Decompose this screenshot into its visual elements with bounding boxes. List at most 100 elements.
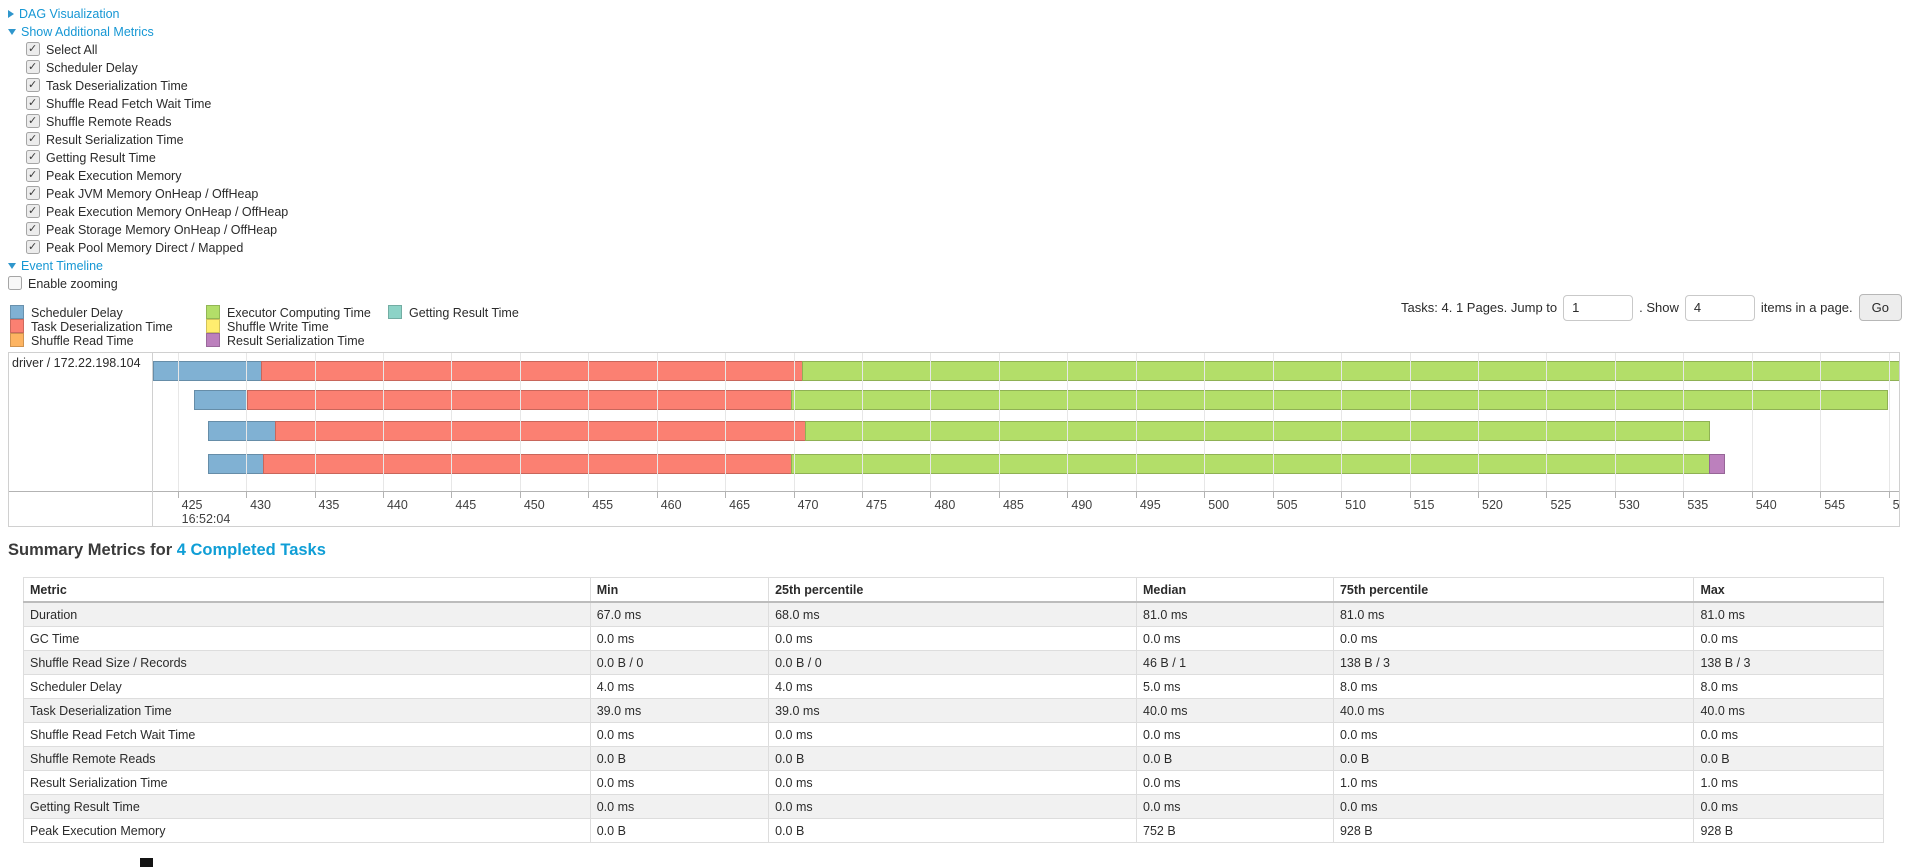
metric-checkbox-row[interactable]: Peak JVM Memory OnHeap / OffHeap: [26, 184, 288, 203]
metric-checkbox[interactable]: [26, 148, 40, 166]
metric-checkbox[interactable]: [26, 166, 40, 184]
table-cell: 0.0 ms: [768, 794, 1138, 819]
metric-checkbox[interactable]: [26, 130, 40, 148]
metric-checkbox-row[interactable]: Peak Storage Memory OnHeap / OffHeap: [26, 220, 288, 239]
axis-tick-label: 535: [1687, 498, 1709, 512]
table-cell: 0.0 B: [1693, 746, 1884, 771]
table-cell: 39.0 ms: [768, 698, 1138, 723]
axis-tick: [1614, 492, 1616, 498]
table-cell: 0.0 ms: [768, 626, 1138, 651]
table-row: Shuffle Read Fetch Wait Time 0.0 ms 0.0 ms…: [23, 722, 1884, 747]
task-bar-segment-executor-computing[interactable]: [790, 454, 1711, 474]
legend-label: Task Deserialization Time: [31, 320, 173, 334]
metric-checkbox[interactable]: [26, 238, 40, 256]
items-in-page-text: items in a page.: [1760, 300, 1853, 315]
executor-label: driver / 172.22.198.104: [12, 356, 141, 370]
task-bar-segment-scheduler-delay[interactable]: [194, 390, 249, 410]
table-cell: Task Deserialization Time: [23, 698, 591, 723]
legend-label: Shuffle Write Time: [227, 320, 329, 334]
metric-checkbox-row[interactable]: Task Deserialization Time: [26, 76, 288, 95]
axis-tick-label: 545: [1824, 498, 1846, 512]
task-bar-segment-executor-computing[interactable]: [804, 421, 1711, 441]
event-timeline-label[interactable]: Event Timeline: [21, 259, 103, 273]
task-bar-segment-executor-computing[interactable]: [790, 390, 1889, 410]
axis-tick: [656, 492, 658, 498]
table-column-header: 25th percentile: [768, 577, 1138, 603]
axis-tick-label: 495: [1139, 498, 1161, 512]
table-column-header: Min: [589, 577, 770, 603]
table-cell: 138 B / 3: [1332, 650, 1695, 675]
axis-tick: [588, 492, 590, 498]
table-cell: 928 B: [1693, 818, 1884, 843]
metric-checkbox[interactable]: [26, 202, 40, 220]
metric-checkbox[interactable]: [26, 220, 40, 238]
task-bar-segment-executor-computing[interactable]: [801, 361, 1899, 381]
event-timeline-toggle[interactable]: Event Timeline: [8, 257, 288, 275]
legend-swatch-icon: [10, 305, 24, 319]
metric-checkbox-label: Task Deserialization Time: [46, 79, 188, 93]
metric-checkbox-label: Shuffle Read Fetch Wait Time: [46, 97, 212, 111]
jump-to-page-input[interactable]: [1563, 294, 1634, 321]
task-bar-segment-scheduler-delay[interactable]: [207, 454, 264, 474]
axis-tick: [1888, 492, 1890, 498]
axis-gridline: [246, 353, 248, 491]
metric-checkbox[interactable]: [26, 94, 40, 112]
metric-checkbox-row[interactable]: Select All: [26, 40, 288, 59]
enable-zooming-checkbox[interactable]: [8, 276, 22, 290]
metric-checkbox-label: Scheduler Delay: [46, 61, 138, 75]
table-cell: 40.0 ms: [1136, 698, 1334, 723]
table-cell: 0.0 ms: [589, 794, 770, 819]
metric-checkbox-row[interactable]: Scheduler Delay: [26, 58, 288, 77]
axis-tick-label: 490: [1071, 498, 1093, 512]
metric-checkbox[interactable]: [26, 40, 40, 58]
axis-tick-label: 430: [250, 498, 271, 512]
axis-tick: [998, 492, 1000, 498]
task-bar-segment-scheduler-delay[interactable]: [207, 421, 276, 441]
axis-gridline: [930, 353, 932, 491]
axis-gridline: [1888, 353, 1890, 491]
metric-checkbox[interactable]: [26, 184, 40, 202]
table-cell: 39.0 ms: [589, 698, 770, 723]
axis-gridline: [656, 353, 658, 491]
table-cell: 0.0 ms: [589, 770, 770, 795]
axis-tick: [1820, 492, 1822, 498]
axis-gridline: [588, 353, 590, 491]
show-additional-metrics-label[interactable]: Show Additional Metrics: [21, 25, 154, 39]
metric-checkbox-row[interactable]: Peak Execution Memory OnHeap / OffHeap: [26, 202, 289, 221]
table-cell: 0.0 B / 0: [589, 650, 770, 675]
metric-checkbox-row[interactable]: Peak Pool Memory Direct / Mapped: [26, 238, 288, 257]
completed-tasks-link[interactable]: 4 Completed Tasks: [176, 541, 326, 559]
axis-tick: [1683, 492, 1685, 498]
axis-tick-label: 475: [866, 498, 887, 512]
enable-zooming-row[interactable]: Enable zooming: [8, 275, 288, 293]
metric-checkbox[interactable]: [26, 76, 40, 94]
task-bar-segment-task-deserialization[interactable]: [262, 454, 792, 474]
table-column-header: Max: [1693, 577, 1884, 603]
clipped-next-section-fragment: [140, 858, 153, 867]
metric-checkbox-row[interactable]: Shuffle Read Fetch Wait Time: [26, 94, 288, 113]
table-row: Shuffle Read Size / Records 0.0 B / 0 0.0 …: [23, 650, 1884, 675]
axis-gridline: [862, 353, 864, 491]
metric-checkbox-label: Peak JVM Memory OnHeap / OffHeap: [46, 187, 259, 201]
show-additional-metrics-toggle[interactable]: Show Additional Metrics: [8, 23, 288, 41]
metric-checkbox[interactable]: [26, 112, 40, 130]
go-button[interactable]: Go: [1858, 294, 1902, 321]
axis-tick-label: 445: [455, 498, 477, 512]
items-per-page-input[interactable]: [1684, 294, 1755, 321]
task-bar-segment-result-serialization[interactable]: [1709, 454, 1726, 474]
axis-tick-label: 470: [797, 498, 819, 512]
metric-checkbox-row[interactable]: Result Serialization Time: [26, 130, 288, 149]
axis-tick-label: 505: [1276, 498, 1298, 512]
metric-checkbox-row[interactable]: Getting Result Time: [26, 148, 288, 167]
dag-visualization-label[interactable]: DAG Visualization: [19, 7, 120, 21]
dag-visualization-toggle[interactable]: DAG Visualization: [8, 5, 288, 23]
table-cell: Result Serialization Time: [23, 770, 591, 795]
metric-checkbox-row[interactable]: Peak Execution Memory: [26, 166, 288, 185]
expanded-arrow-icon: [8, 28, 16, 35]
axis-tick: [1135, 492, 1137, 498]
metric-checkbox[interactable]: [26, 58, 40, 76]
metric-checkbox-label: Peak Execution Memory OnHeap / OffHeap: [46, 205, 289, 219]
metric-checkbox-row[interactable]: Shuffle Remote Reads: [26, 112, 288, 131]
task-bar-segment-task-deserialization[interactable]: [261, 361, 803, 381]
table-cell: Shuffle Read Fetch Wait Time: [23, 722, 591, 747]
